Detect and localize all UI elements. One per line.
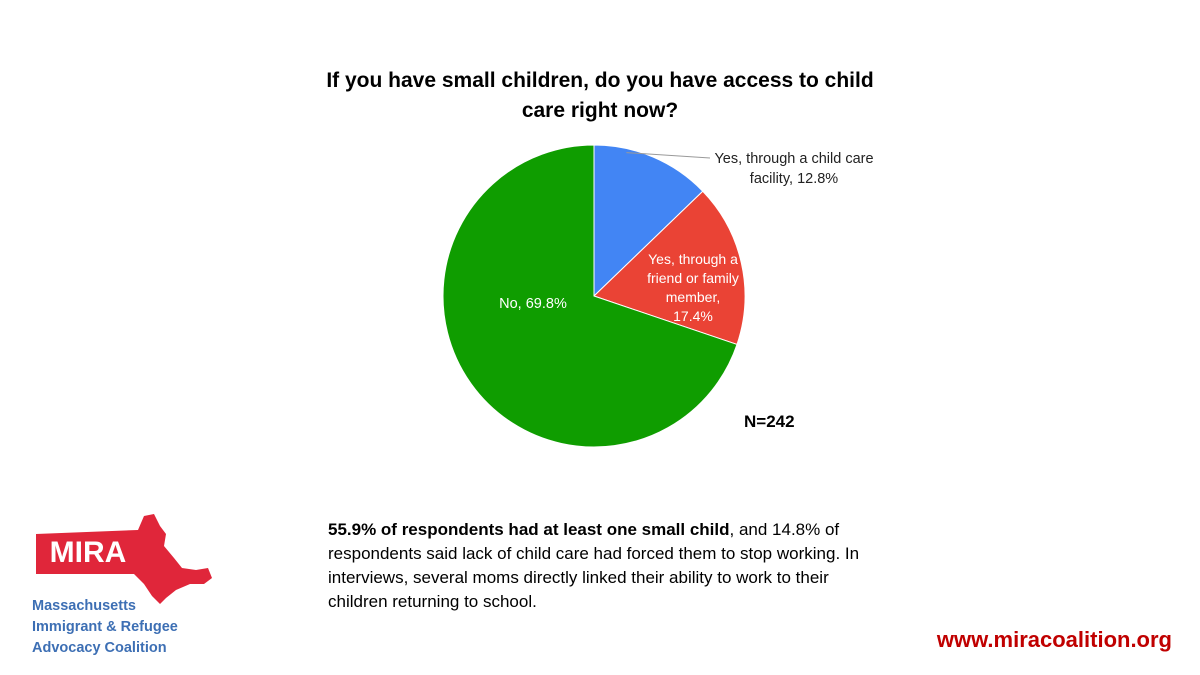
mira-logo: MIRA bbox=[36, 514, 212, 604]
logo-acronym: MIRA bbox=[50, 536, 127, 569]
website-link[interactable]: www.miracoalition.org bbox=[936, 627, 1172, 652]
slice-no-label-line: No, 69.8% bbox=[499, 296, 567, 312]
slice-no bbox=[442, 144, 738, 448]
slice-facility bbox=[593, 144, 704, 298]
slice-facility-label-line: facility, 12.8% bbox=[750, 171, 838, 187]
summary-bold: 55.9% of respondents had at least one sm… bbox=[328, 520, 730, 539]
slice-friend-family-label: Yes, through a friend or family member, 17.… bbox=[647, 251, 739, 324]
logo-name-line-2: Immigrant & Refugee bbox=[32, 619, 178, 635]
massachusetts-map-shape bbox=[36, 514, 212, 604]
chart-title-line-1: If you have small children, do you have … bbox=[326, 69, 874, 92]
pie-chart: Yes, through a child care facility, 12.8%… bbox=[442, 144, 874, 448]
chart-title: If you have small children, do you have … bbox=[300, 66, 900, 126]
slice-facility-label-line: Yes, through a child care bbox=[714, 151, 873, 167]
logo-name-line-3: Advocacy Coalition bbox=[32, 640, 167, 656]
slice-facility-leader-line bbox=[626, 152, 711, 159]
slice-friend-family-label-line: 17.4% bbox=[673, 308, 713, 324]
logo-name-line-1: Massachusetts bbox=[32, 598, 136, 614]
slice-friend-family-label-line: friend or family bbox=[647, 270, 739, 286]
logo-org-name: Massachusetts Immigrant & Refugee Advoca… bbox=[32, 596, 232, 659]
slice-friend-family bbox=[593, 190, 746, 346]
summary-text: 55.9% of respondents had at least one sm… bbox=[328, 518, 888, 614]
slice-facility-label: Yes, through a child care facility, 12.8% bbox=[714, 151, 873, 187]
slice-friend-family-label-line: member, bbox=[666, 289, 720, 305]
summary-rest: , and 14.8% of respondents said lack of … bbox=[328, 520, 860, 611]
sample-size-annotation: N=242 bbox=[744, 412, 795, 431]
slice-no-label: No, 69.8% bbox=[499, 296, 567, 312]
chart-title-line-2: care right now? bbox=[521, 99, 679, 122]
slice-friend-family-label-line: Yes, through a bbox=[648, 251, 738, 267]
